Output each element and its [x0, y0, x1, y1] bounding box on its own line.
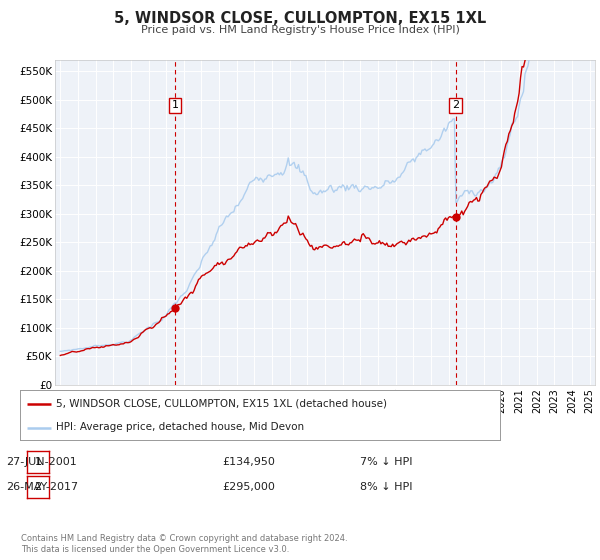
Text: 5, WINDSOR CLOSE, CULLOMPTON, EX15 1XL (detached house): 5, WINDSOR CLOSE, CULLOMPTON, EX15 1XL (…	[56, 399, 387, 409]
Text: This data is licensed under the Open Government Licence v3.0.: This data is licensed under the Open Gov…	[21, 545, 289, 554]
Text: 2: 2	[452, 100, 459, 110]
Text: 1: 1	[172, 100, 179, 110]
Text: 2: 2	[34, 482, 41, 492]
Text: 27-JUN-2001: 27-JUN-2001	[6, 457, 77, 467]
Text: 5, WINDSOR CLOSE, CULLOMPTON, EX15 1XL: 5, WINDSOR CLOSE, CULLOMPTON, EX15 1XL	[114, 11, 486, 26]
Text: 26-MAY-2017: 26-MAY-2017	[6, 482, 78, 492]
Text: HPI: Average price, detached house, Mid Devon: HPI: Average price, detached house, Mid …	[56, 422, 304, 432]
Text: 7% ↓ HPI: 7% ↓ HPI	[360, 457, 413, 467]
Text: 8% ↓ HPI: 8% ↓ HPI	[360, 482, 413, 492]
Text: 1: 1	[35, 457, 41, 467]
Text: Contains HM Land Registry data © Crown copyright and database right 2024.: Contains HM Land Registry data © Crown c…	[21, 534, 347, 543]
Text: Price paid vs. HM Land Registry's House Price Index (HPI): Price paid vs. HM Land Registry's House …	[140, 25, 460, 35]
Text: £134,950: £134,950	[222, 457, 275, 467]
Text: £295,000: £295,000	[222, 482, 275, 492]
